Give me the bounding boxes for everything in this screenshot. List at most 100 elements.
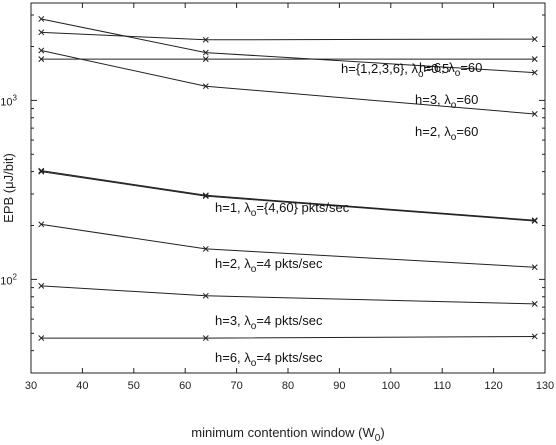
data-point-marker [38, 221, 45, 228]
data-point-marker [38, 16, 45, 22]
marker-stroke [202, 245, 209, 252]
marker-stroke [202, 83, 209, 90]
y-tick-label-exp: 3 [13, 93, 18, 102]
annotation-tail: =60 [460, 60, 482, 75]
data-point-marker [38, 282, 45, 289]
series-annotation: h={1,2,3,6}, λo=0.5 [341, 61, 449, 80]
marker-stroke [531, 333, 538, 340]
data-point-marker [531, 218, 538, 224]
x-axis-label: minimum contention window (W0) [191, 425, 384, 444]
annotation-subscript: o [251, 208, 257, 219]
marker-stroke [202, 192, 209, 199]
marker-stroke [202, 292, 209, 299]
annotation-subscript: o [251, 321, 257, 332]
data-point-marker [38, 335, 45, 342]
series-line [41, 285, 535, 305]
data-point-marker [531, 264, 538, 271]
series-annotation: h=6, λo=60 [419, 60, 482, 79]
series-annotation: h=2, λo=60 [415, 124, 478, 143]
annotation-text: h=2, λ [415, 124, 451, 139]
marker-stroke [38, 47, 45, 54]
annotation-tail: =4 pkts/sec [256, 350, 323, 365]
x-tick-label: 120 [484, 380, 502, 392]
x-axis-label-sub: 0 [375, 433, 381, 444]
series-annotation: h=3, λo=4 pkts/sec [215, 313, 323, 332]
marker-stroke [38, 16, 45, 22]
y-tick-label: 103 [0, 93, 17, 108]
marker-stroke [202, 36, 209, 43]
data-point-marker [202, 83, 209, 90]
annotation-text: h=3, λ [415, 92, 451, 107]
marker-stroke [38, 282, 45, 289]
marker-stroke [531, 36, 538, 43]
annotation-tail: =60 [456, 92, 478, 107]
data-point-marker [531, 36, 538, 43]
x-axis-label-main: minimum contention window (W [191, 425, 375, 440]
data-point-marker [531, 217, 538, 224]
marker-stroke [38, 167, 45, 174]
marker-stroke [202, 335, 209, 342]
annotation-tail: =0.5 [424, 61, 450, 76]
marker-stroke [38, 335, 45, 342]
data-point-marker [202, 192, 209, 199]
data-point-marker [202, 193, 209, 200]
annotation-text: h=6, λ [419, 60, 455, 75]
data-point-marker [202, 245, 209, 252]
marker-stroke [38, 168, 45, 175]
x-tick-label: 70 [230, 380, 242, 392]
annotation-subscript: o [418, 69, 424, 80]
series-annotation: h=6, λo=4 pkts/sec [215, 350, 323, 369]
x-tick-label: 130 [536, 380, 554, 392]
marker-stroke [38, 221, 45, 228]
annotation-subscript: o [251, 358, 257, 369]
annotation-tail: =4 pkts/sec [256, 256, 323, 271]
annotation-tail: ={4,60} pkts/sec [256, 200, 349, 215]
marker-stroke [202, 49, 209, 56]
x-tick-label: 30 [25, 380, 37, 392]
data-point-marker [531, 300, 538, 307]
y-tick-label-exp: 2 [13, 272, 18, 281]
series-layer [38, 16, 538, 342]
data-point-marker [202, 56, 209, 63]
data-point-marker [38, 47, 45, 54]
x-tick-label: 60 [179, 380, 191, 392]
marker-stroke [531, 110, 538, 117]
annotation-text: h=3, λ [215, 313, 251, 328]
annotation-text: h=6, λ [215, 350, 251, 365]
annotation-subscript: o [451, 132, 457, 143]
marker-stroke [531, 56, 538, 63]
data-point-marker [38, 56, 45, 63]
annotation-text: h=2, λ [215, 256, 251, 271]
x-axis-label-close: ) [380, 425, 384, 440]
marker-stroke [531, 264, 538, 271]
data-point-marker [38, 29, 45, 36]
y-tick-label-base: 10 [0, 96, 12, 108]
x-tick-label: 80 [282, 380, 294, 392]
marker-stroke [531, 300, 538, 307]
annotation-tail: =60 [456, 124, 478, 139]
series-line [41, 335, 535, 339]
marker-stroke [531, 69, 538, 76]
series-annotation: h=1, λo={4,60} pkts/sec [215, 200, 350, 219]
x-tick-label: 50 [128, 380, 140, 392]
data-point-marker [531, 69, 538, 76]
marker-stroke [202, 56, 209, 63]
data-point-marker [202, 335, 209, 342]
x-tick-label: 100 [382, 380, 400, 392]
data-point-marker [202, 49, 209, 56]
data-point-marker [531, 110, 538, 117]
x-tick-label: 40 [76, 380, 88, 392]
marker-stroke [531, 217, 538, 224]
data-point-marker [202, 292, 209, 299]
series-line [41, 31, 535, 41]
series-annotation: h=3, λo=60 [415, 92, 478, 111]
data-point-marker [38, 167, 45, 174]
annotation-subscript: o [455, 68, 461, 79]
marker-stroke [38, 29, 45, 36]
x-tick-label: 90 [333, 380, 345, 392]
y-tick-label-base: 10 [0, 275, 12, 287]
annotation-text: h=1, λ [215, 200, 251, 215]
annotation-subscript: o [451, 100, 457, 111]
